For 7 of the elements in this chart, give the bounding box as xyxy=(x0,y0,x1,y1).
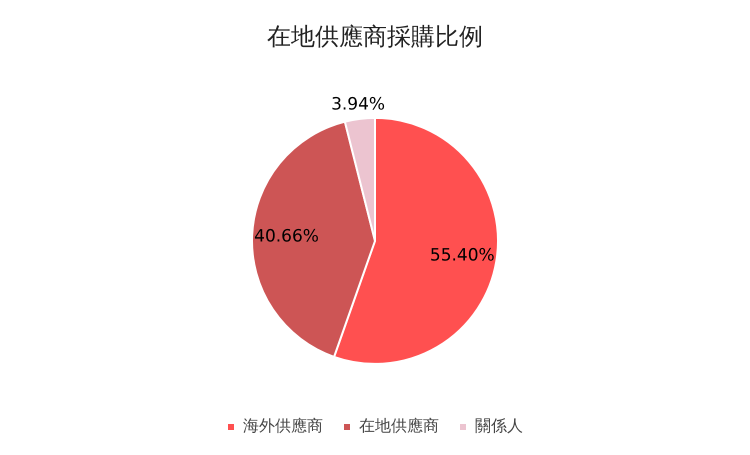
data-label: 3.94% xyxy=(331,94,386,114)
data-label: 40.66% xyxy=(254,226,319,246)
legend-label: 在地供應商 xyxy=(359,416,439,436)
data-label: 55.40% xyxy=(430,245,495,266)
chart-title: 在地供應商採購比例 xyxy=(267,22,483,51)
legend-label: 海外供應商 xyxy=(243,416,323,436)
legend-label: 關係人 xyxy=(475,416,523,436)
